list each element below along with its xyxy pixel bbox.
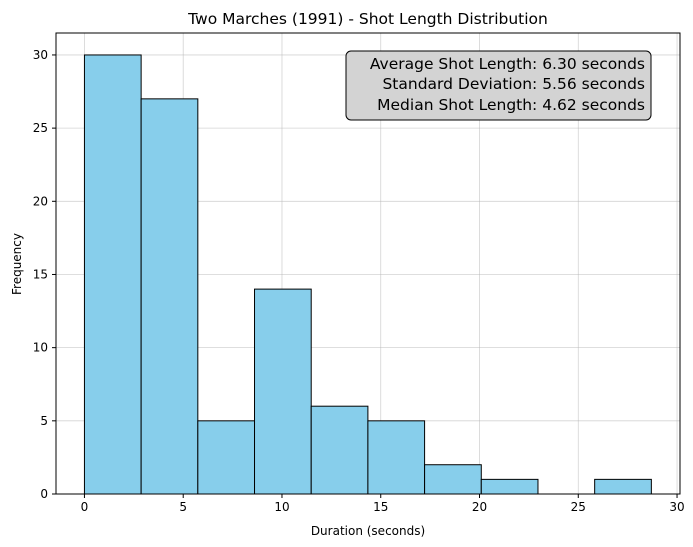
x-axis-label: Duration (seconds) (311, 524, 425, 538)
plot-frame (55, 32, 681, 495)
histogram-bar (424, 464, 482, 495)
ticks-layer: 0 5 10 15 20 25 30 0 5 10 15 20 25 30 (33, 48, 685, 514)
x-tick-label: 0 (81, 500, 89, 514)
histogram-bar (140, 98, 199, 495)
y-tick-label: 0 (40, 487, 48, 501)
bars-layer (83, 54, 652, 495)
x-tick-label: 5 (179, 500, 187, 514)
histogram-bar (480, 478, 539, 495)
histogram-bar (254, 288, 312, 495)
y-tick-label: 20 (33, 194, 48, 208)
histogram-bar (310, 405, 369, 495)
y-axis-label: Frequency (10, 233, 24, 295)
x-tick-label: 20 (472, 500, 487, 514)
stats-line-median: Median Shot Length: 4.62 seconds (377, 96, 645, 114)
y-tick-label: 15 (33, 267, 48, 281)
x-tick-label: 25 (571, 500, 586, 514)
x-tick-label: 10 (274, 500, 289, 514)
x-tick-label: 15 (373, 500, 388, 514)
x-tick-label: 30 (669, 500, 684, 514)
histogram-bar (197, 420, 256, 495)
histogram-bar (367, 420, 426, 495)
histogram-bar (594, 478, 652, 495)
y-tick-label: 30 (33, 48, 48, 62)
y-tick-label: 25 (33, 121, 48, 135)
stats-line-std-dev: Standard Deviation: 5.56 seconds (382, 75, 645, 93)
stats-annotation: Average Shot Length: 6.30 seconds Standa… (345, 50, 652, 121)
chart-title: Two Marches (1991) - Shot Length Distrib… (187, 10, 548, 28)
y-tick-label: 10 (33, 341, 48, 355)
y-tick-label: 5 (40, 414, 48, 428)
stats-line-average: Average Shot Length: 6.30 seconds (370, 55, 645, 73)
histogram-bar (83, 54, 142, 495)
stats-annotation-box (345, 50, 652, 121)
